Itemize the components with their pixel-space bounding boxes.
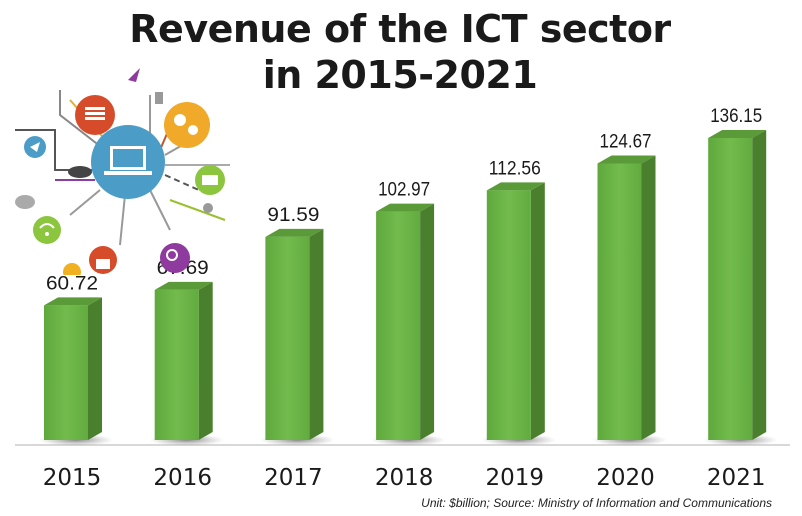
bar-top-2020 [597, 155, 656, 164]
bar-side-2018 [420, 203, 435, 440]
x-tick-2018: 2018 [375, 465, 434, 491]
bar-top-2015 [44, 297, 102, 306]
gears-icon [164, 102, 210, 148]
document-icon [75, 95, 115, 135]
x-tick-2020: 2020 [596, 465, 655, 491]
bar-2016 [154, 289, 199, 440]
bar-side-2020 [641, 155, 656, 440]
x-tick-2019: 2019 [486, 465, 545, 491]
x-tick-2021: 2021 [707, 465, 766, 491]
heart-icon [203, 203, 213, 213]
data-label-2020: 124.67 [600, 131, 652, 152]
data-label-2019: 112.56 [489, 158, 541, 179]
bar-side-2016 [198, 281, 213, 440]
bar-top-2017 [265, 228, 324, 237]
bar-2019 [486, 190, 531, 440]
data-label-2018: 102.97 [378, 180, 430, 201]
bar-2018 [376, 211, 421, 440]
bar-side-2021 [752, 130, 767, 440]
bar-2017 [265, 236, 310, 440]
bar-top-2019 [486, 182, 545, 191]
bar-2020 [597, 163, 642, 440]
x-tick-2017: 2017 [264, 465, 323, 491]
bar-side-2015 [88, 297, 102, 440]
bar-top-2016 [154, 281, 213, 290]
cloud-icon [68, 166, 92, 178]
star-icon [63, 263, 81, 275]
mail-icon [195, 165, 225, 195]
x-tick-2016: 2016 [153, 465, 212, 491]
bar-top-2018 [376, 203, 435, 212]
ict-illustration [15, 68, 230, 275]
bar-side-2019 [530, 182, 545, 440]
data-label-2021: 136.15 [710, 106, 762, 127]
data-label-2015: 60.72 [46, 273, 98, 294]
bar-side-2017 [309, 228, 324, 440]
lock-icon [89, 246, 117, 274]
search-icon [160, 243, 190, 273]
chart-footnote: Unit: $billion; Source: Ministry of Info… [421, 496, 772, 510]
send-icon [24, 136, 46, 158]
bar-2021 [708, 138, 753, 440]
chart-title-line-2: in 2015-2021 [262, 53, 538, 97]
bar-2015 [44, 305, 88, 440]
x-tick-2015: 2015 [43, 465, 102, 491]
chart-title: Revenue of the ICT sector in 2015-2021 [110, 6, 690, 98]
data-label-2017: 91.59 [267, 205, 319, 226]
wifi-icon [33, 216, 61, 244]
chart-title-line-1: Revenue of the ICT sector [129, 7, 671, 51]
chat-icon [15, 195, 35, 209]
bar-top-2021 [708, 130, 767, 138]
rocket-icon [128, 68, 140, 82]
robot-icon [155, 92, 163, 104]
laptop-icon [91, 125, 165, 199]
